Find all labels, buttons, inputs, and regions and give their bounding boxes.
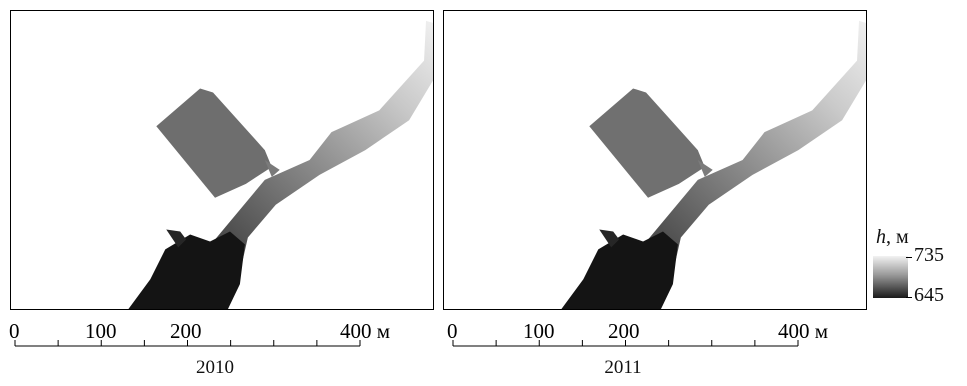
scale-label-400-value: 400 — [778, 319, 810, 343]
scale-bar-graphic: 0 100 200 400 м — [9, 319, 390, 347]
legend-tick-min — [906, 297, 912, 298]
legend-title: h, м — [876, 226, 909, 249]
dark-basin — [561, 231, 678, 309]
map-panel-2010 — [10, 10, 434, 310]
notch — [166, 229, 187, 248]
legend-unit: , м — [886, 226, 909, 248]
elevation-legend: h, м 735 645 — [870, 226, 967, 306]
scale-label-200: 200 — [170, 319, 202, 343]
legend-tick-max — [906, 257, 912, 258]
legend-symbol: h — [876, 226, 886, 248]
scale-unit: м — [815, 319, 828, 343]
scale-label-200: 200 — [608, 319, 640, 343]
scale-bar-2010: 0 100 200 400 м — [0, 316, 390, 356]
legend-min-value: 645 — [914, 284, 944, 306]
scale-label-0: 0 — [447, 319, 458, 343]
year-label-2011: 2011 — [604, 357, 642, 378]
connector — [264, 160, 280, 177]
scale-label-400: 400 м — [340, 319, 390, 343]
scale-label-0: 0 — [9, 319, 20, 343]
scale-label-100: 100 — [85, 319, 117, 343]
scale-bar-2011: 0 100 200 400 м — [433, 316, 828, 356]
scale-bar-graphic: 0 100 200 400 м — [447, 319, 828, 347]
connector — [697, 160, 713, 177]
quarry-block — [156, 88, 272, 198]
scale-label-100: 100 — [523, 319, 555, 343]
scale-label-400: 400 м — [778, 319, 828, 343]
year-label-2010: 2010 — [196, 357, 234, 378]
scale-label-400-value: 400 — [340, 319, 372, 343]
notch — [599, 229, 620, 248]
depth-map-2011 — [561, 20, 866, 309]
dark-basin — [128, 231, 245, 309]
scale-unit: м — [377, 319, 390, 343]
map-panel-2011 — [443, 10, 867, 310]
quarry-block — [589, 88, 705, 198]
legend-gradient-bar — [873, 256, 908, 298]
legend-max-value: 735 — [914, 244, 944, 266]
depth-map-2010 — [128, 20, 433, 309]
